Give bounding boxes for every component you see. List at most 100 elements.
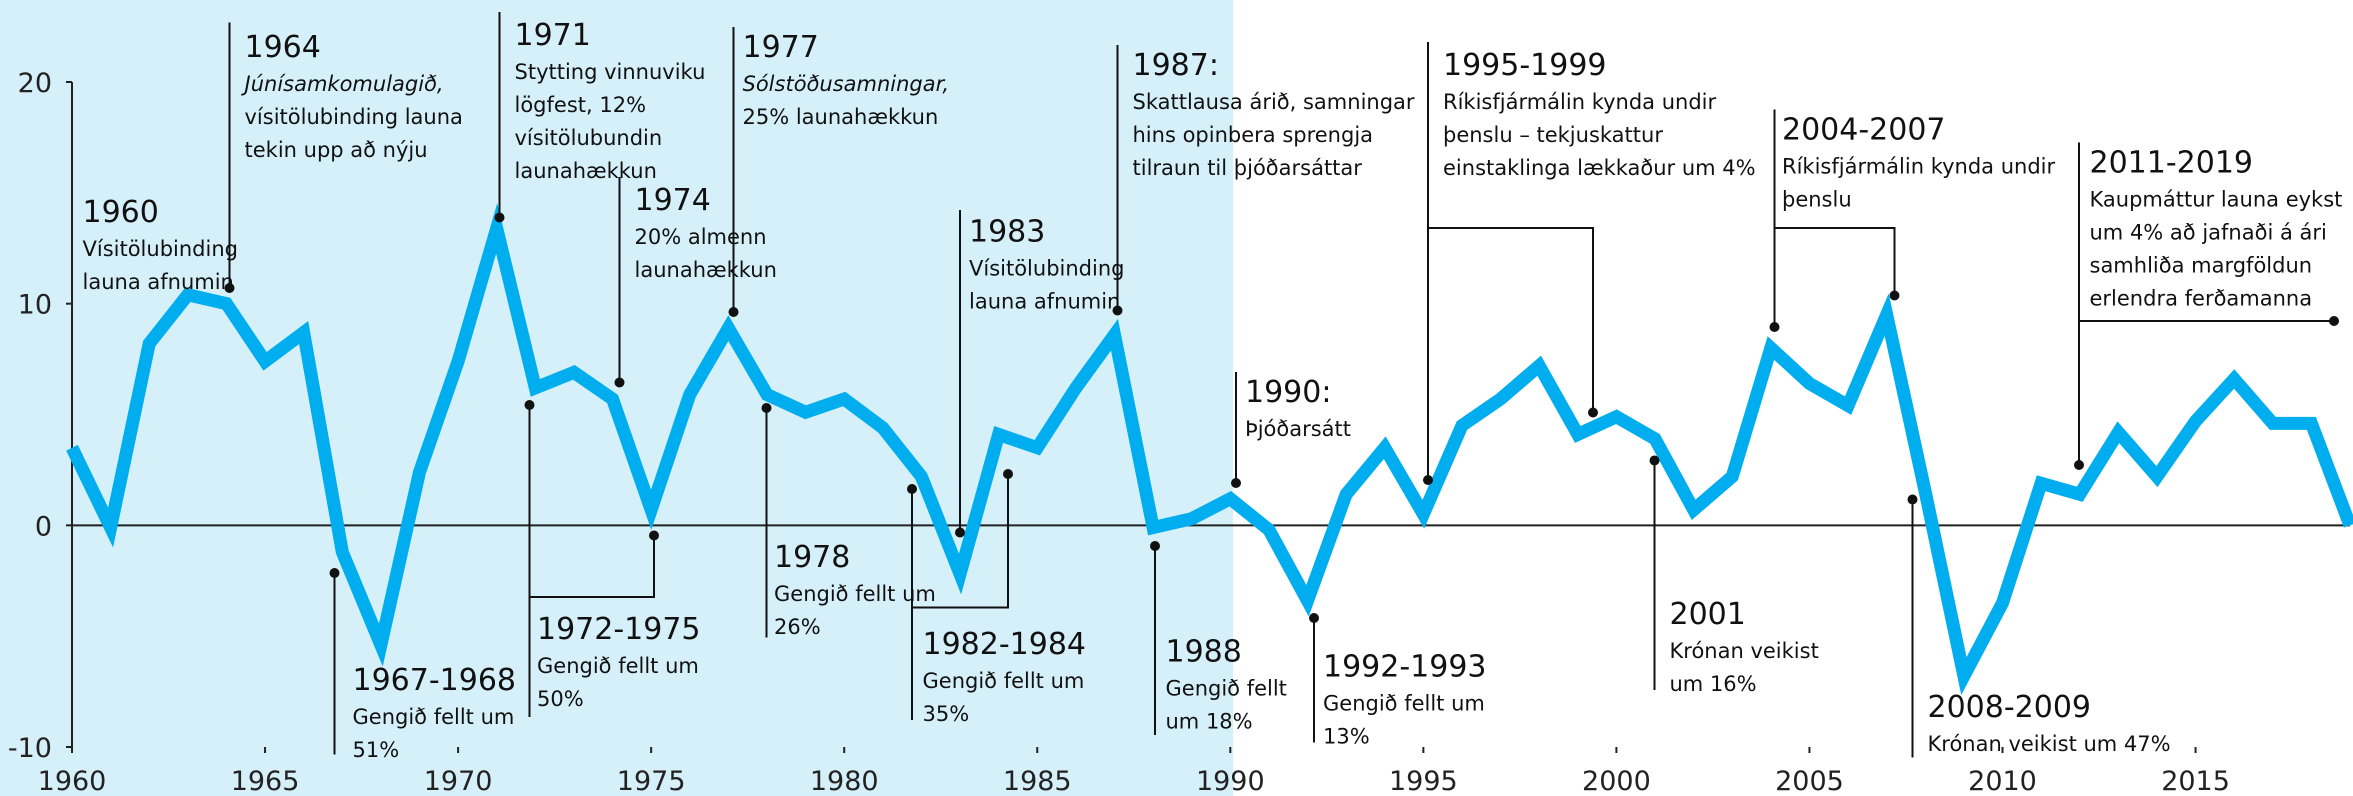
annotation-title: 2001 [1670, 597, 1746, 632]
annotation-text: 25% launahækkun [743, 105, 939, 129]
annotation-text: Krónan veikist [1670, 639, 1819, 663]
leader-dot [1588, 407, 1598, 418]
annotation-text: vísitölubundin [515, 126, 663, 150]
x-tick-label: 2010 [1968, 766, 2037, 796]
annotation-title: 1964 [245, 30, 321, 65]
leader-dot [1112, 305, 1123, 316]
annotation-text: launahækkun [515, 159, 657, 183]
leader-dot [1309, 613, 1319, 623]
annotation-text: launa afnumin [969, 290, 1120, 314]
annotation-title: 1971 [515, 18, 591, 53]
x-tick-label: 1980 [810, 766, 879, 796]
x-tick-label: 1985 [1003, 766, 1072, 796]
annotation-text: um 18% [1166, 710, 1253, 734]
annotation-text: 13% [1323, 725, 1370, 749]
annotation-title: 1982-1984 [923, 627, 1087, 662]
leader-dot [2074, 460, 2084, 470]
leader-line [1428, 227, 1594, 413]
annotation-text: um 16% [1670, 672, 1757, 696]
annotation-title: 1967-1968 [353, 663, 517, 698]
x-tick-label: 1970 [424, 766, 493, 796]
annotation-text: Gengið fellt um [923, 669, 1085, 693]
y-tick-label: -10 [8, 733, 52, 764]
annotation-text: 20% almenn [635, 225, 767, 249]
leader-dot [1907, 494, 1918, 505]
annotation-text: launa afnumin [83, 270, 234, 294]
annotation-text: um 4% að jafnaði á ári [2090, 221, 2327, 245]
annotation-title: 1978 [774, 540, 850, 575]
leader-dot [728, 307, 739, 317]
annotation-title: 1990: [1245, 375, 1331, 410]
y-tick-label: 0 [35, 511, 52, 542]
leader-dot [955, 527, 965, 538]
annotation-text: Gengið fellt um [1323, 692, 1485, 716]
leader-dot [1769, 322, 1780, 332]
x-tick-label: 2000 [1582, 766, 1651, 796]
annotation-text: 26% [774, 615, 821, 639]
annotation-text: Gengið fellt um [537, 654, 699, 678]
annotation-text: Kaupmáttur launa eykst [2090, 188, 2343, 212]
annotation-text: þenslu – tekjuskattur [1443, 123, 1663, 147]
annotation-text: Júnísamkomulagið, [241, 72, 444, 96]
leader-line [529, 535, 655, 598]
annotation-text: Ríkisfjármálin kynda undir [1782, 155, 2056, 179]
annotation-title: 1983 [969, 215, 1045, 250]
leader-dot [1423, 475, 1433, 485]
leader-dot [649, 530, 659, 541]
leader-dot [224, 283, 235, 293]
annotation-text: Gengið fellt um [353, 705, 515, 729]
x-tick-label: 1965 [231, 766, 300, 796]
annotation-text: erlendra ferðamanna [2090, 287, 2313, 311]
annotation-title: 1960 [83, 195, 159, 230]
annotation-text: launahækkun [635, 258, 777, 282]
annotation-text: 51% [353, 738, 400, 762]
annotation-text: einstaklinga lækkaður um 4% [1443, 156, 1756, 180]
leader-dot [2329, 316, 2339, 326]
annotation-title: 1988 [1166, 635, 1242, 670]
leader-dot [1150, 541, 1160, 551]
leader-line [1774, 227, 1896, 296]
leader-dot [494, 212, 505, 223]
leader-dot [907, 484, 917, 494]
annotation-text: þenslu [1782, 188, 1852, 212]
annotation-title: 2004-2007 [1782, 113, 1946, 148]
x-tick-label: 1960 [38, 766, 107, 796]
annotation-title: 1995-1999 [1443, 48, 1607, 83]
annotation-text: Gengið fellt um [774, 582, 936, 606]
annotation-text: lögfest, 12% [515, 93, 647, 117]
annotation-text: vísitölubinding launa [245, 105, 463, 129]
x-tick-label: 1975 [617, 766, 686, 796]
annotation-text: tekin upp að nýju [245, 138, 428, 162]
annotation-text: 35% [923, 702, 970, 726]
annotation-title: 1977 [743, 30, 819, 65]
annotation-text: Skattlausa árið, samningar [1133, 90, 1415, 114]
annotation-title: 1972-1975 [537, 612, 701, 647]
x-tick-label: 2005 [1775, 766, 1844, 796]
x-tick-label: 1995 [1389, 766, 1458, 796]
annotation-text: Þjóðarsátt [1245, 417, 1351, 441]
annotation-text: Gengið fellt [1166, 677, 1287, 701]
leader-dot [1889, 290, 1900, 301]
leader-dot [329, 568, 340, 578]
leader-dot [1003, 469, 1013, 479]
annotation-title: 2008-2009 [1928, 690, 2092, 725]
annotation-text: Ríkisfjármálin kynda undir [1443, 90, 1717, 114]
leader-line [912, 474, 1009, 609]
y-tick-label: 10 [18, 290, 52, 321]
annotation-text: Vísitölubinding [83, 237, 238, 261]
data-line [66, 203, 2353, 696]
annotation-text: Sólstöðusamningar, [743, 72, 950, 96]
annotation-title: 1992-1993 [1323, 650, 1487, 685]
annotation-text: Krónan veikist um 47% [1928, 732, 2171, 756]
annotation-text: samhliða margföldun [2090, 254, 2313, 278]
leader-dot [524, 400, 535, 410]
leader-dot [761, 403, 772, 413]
annotation-text: Stytting vinnuviku [515, 60, 706, 84]
annotation-text: hins opinbera sprengja [1133, 123, 1374, 147]
leader-dot [1231, 478, 1241, 488]
annotation-title: 1987: [1133, 48, 1219, 83]
annotation-title: 2011-2019 [2090, 146, 2254, 181]
leader-dot [614, 377, 625, 388]
y-tick-label: 20 [18, 68, 52, 99]
